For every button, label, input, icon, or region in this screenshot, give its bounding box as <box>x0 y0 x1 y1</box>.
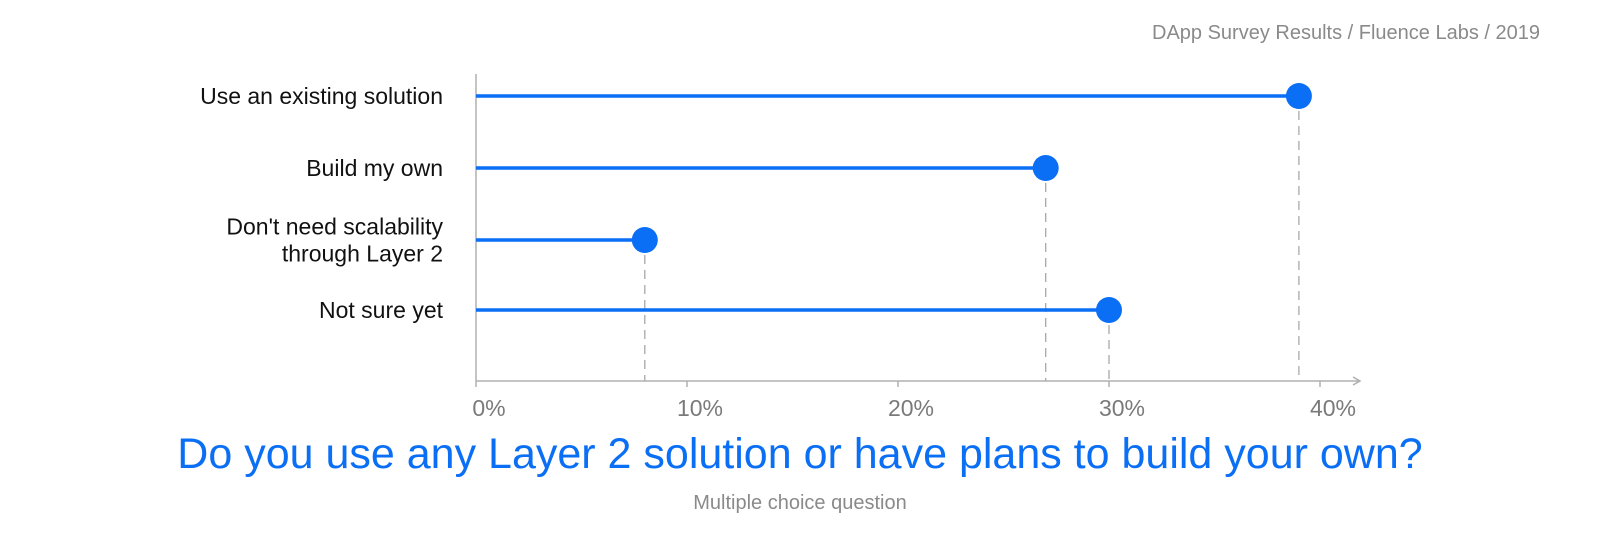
x-tick-label: 10% <box>677 395 723 421</box>
lollipop-dots <box>631 83 1312 323</box>
x-tick-label: 40% <box>1310 395 1356 421</box>
x-axis-arrow <box>1352 376 1362 386</box>
category-label: Build my own <box>306 155 443 181</box>
x-axis-ticks: 0% 10% 20% 30% 40% <box>472 381 1356 421</box>
source-caption: DApp Survey Results / Fluence Labs / 201… <box>1152 22 1540 44</box>
lollipop-dot <box>631 227 658 253</box>
chart-title: Do you use any Layer 2 solution or have … <box>177 430 1423 478</box>
category-label: Don't need scalability through Layer 2 <box>226 214 443 267</box>
category-labels: Use an existing solution Build my own Don'… <box>200 83 444 323</box>
lollipop-dot <box>1032 155 1059 181</box>
value-guide-lines <box>644 96 1300 381</box>
lollipop-chart: 0% 10% 20% 30% 40% Use an existing solution B… <box>200 74 1362 421</box>
x-tick-label: 30% <box>1099 395 1145 421</box>
category-label: Use an existing solution <box>200 83 443 109</box>
chart-subtitle: Multiple choice question <box>693 492 907 514</box>
category-label: Not sure yet <box>319 297 444 323</box>
lollipop-stems <box>476 94 1299 312</box>
chart-axes <box>475 74 1362 386</box>
x-tick-label: 0% <box>472 395 505 421</box>
x-tick-label: 20% <box>888 395 934 421</box>
lollipop-dot <box>1096 297 1122 323</box>
lollipop-dot <box>1285 83 1312 109</box>
